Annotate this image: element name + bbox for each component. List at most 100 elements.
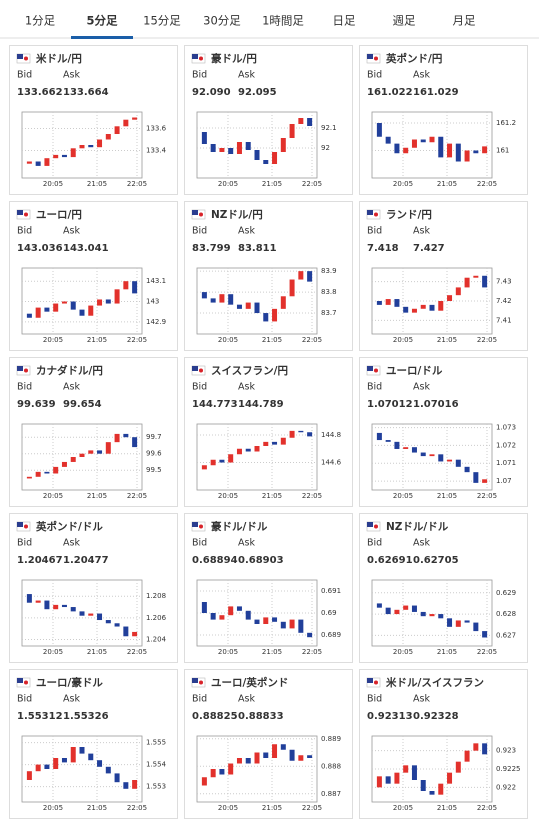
candle [236, 758, 242, 764]
tab[interactable]: 月足 [453, 14, 476, 28]
candle [132, 437, 138, 448]
pair-name: 米ドル/円 [35, 52, 82, 65]
candle [438, 454, 444, 462]
x-tick-label: 20:05 [393, 180, 413, 188]
x-tick-label: 22:05 [477, 336, 497, 344]
flag [192, 678, 198, 683]
candle [272, 152, 278, 164]
candle [201, 777, 207, 786]
x-tick-label: 22:05 [127, 492, 147, 500]
candle [298, 118, 304, 124]
x-tick-label: 20:05 [43, 336, 63, 344]
ask-value: 92.095 [238, 87, 277, 98]
tab[interactable]: 5分足 [86, 14, 118, 28]
candle [114, 126, 120, 134]
candle [79, 611, 85, 616]
candle [254, 302, 260, 314]
candle [61, 301, 67, 304]
candle [438, 136, 444, 158]
candle [455, 761, 461, 773]
tab[interactable]: 15分足 [143, 14, 181, 28]
candle [307, 632, 313, 638]
candle [105, 620, 111, 624]
candle [263, 617, 269, 624]
x-tick-label: 21:05 [262, 336, 282, 344]
ask-value: 133.664 [63, 87, 109, 98]
flag [17, 678, 23, 683]
chart-frame [196, 423, 318, 491]
candle [236, 606, 242, 611]
candle [307, 432, 313, 437]
candle [464, 750, 470, 762]
y-tick-label: 0.922 [496, 783, 516, 791]
ask-value: 144.789 [238, 399, 284, 410]
rate-card[interactable]: カナダドル/円 Bid Ask 99.639 99.654 99.5 99.6 99.7 20:… [9, 357, 178, 507]
candle [53, 758, 59, 769]
candle [61, 461, 67, 467]
x-tick-label: 20:05 [43, 180, 63, 188]
y-tick-label: 83.7 [321, 309, 337, 317]
candle [403, 605, 409, 610]
bid-label: Bid [192, 70, 207, 81]
tab[interactable]: 1時間足 [262, 14, 304, 28]
candle [228, 606, 234, 616]
candle [61, 758, 67, 763]
x-tick-label: 21:05 [262, 804, 282, 812]
y-tick-label: 83.8 [321, 288, 337, 296]
ask-value: 0.62705 [413, 555, 459, 566]
y-tick-label: 0.923 [496, 747, 516, 755]
bid-label: Bid [17, 538, 32, 549]
tab[interactable]: 30分足 [203, 14, 241, 28]
candle [473, 743, 479, 751]
candle [88, 305, 94, 316]
candle [70, 301, 76, 310]
pair-name: ランド/円 [386, 209, 432, 221]
candle [132, 780, 138, 789]
rate-card[interactable]: 豪ドル/円 Bid Ask 92.090 92.095 92 92.1 20:05 21:05 2… [184, 45, 353, 195]
bid-value: 0.88825 [192, 711, 238, 722]
candle [88, 613, 94, 616]
bid-value: 143.036 [17, 243, 63, 254]
bid-label: Bid [17, 694, 32, 705]
candle [26, 161, 32, 164]
flag [367, 54, 373, 59]
bid-label: Bid [192, 226, 207, 237]
bid-value: 1.55312 [17, 711, 63, 722]
tab[interactable]: 日足 [333, 14, 356, 28]
x-tick-label: 20:05 [393, 648, 413, 656]
y-tick-label: 0.889 [321, 735, 341, 743]
candle [289, 124, 295, 138]
candle [201, 292, 207, 299]
tab[interactable]: 週足 [393, 14, 416, 28]
candle [482, 146, 488, 154]
candle [280, 437, 286, 445]
candle [411, 139, 417, 148]
flag [192, 522, 198, 527]
ask-label: Ask [238, 70, 255, 81]
x-tick-label: 22:05 [477, 648, 497, 656]
flag [374, 524, 378, 529]
y-tick-label: 161.2 [496, 119, 516, 127]
candle [411, 605, 417, 612]
candle [79, 309, 85, 316]
tab[interactable]: 1分足 [25, 14, 56, 28]
bid-value: 0.62691 [367, 555, 413, 566]
flag [24, 524, 28, 529]
candle [411, 765, 417, 780]
ask-value: 143.041 [63, 243, 109, 254]
rate-card[interactable]: NZドル/円 Bid Ask 83.799 83.811 83.7 83.8 83.9 20:0… [184, 201, 353, 351]
ask-value: 99.654 [63, 399, 102, 410]
rate-card[interactable]: ランド/円 Bid Ask 7.418 7.427 7.41 7.42 7.43 20:05 21… [359, 201, 528, 351]
x-tick-label: 21:05 [87, 648, 107, 656]
